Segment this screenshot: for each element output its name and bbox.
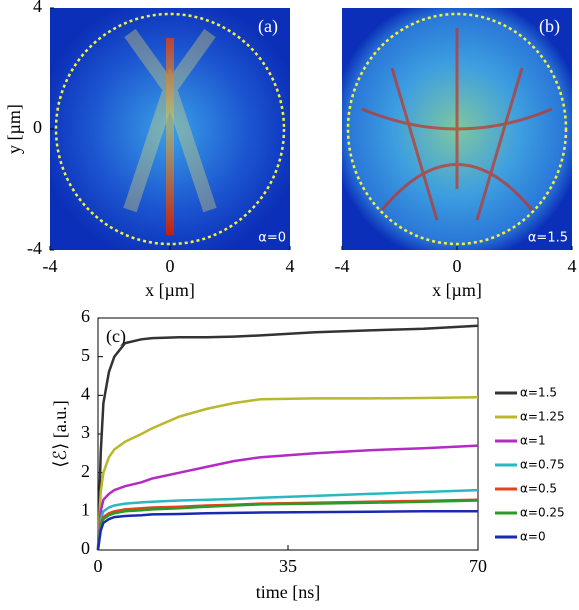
panel-annotation: α=1.5: [528, 231, 568, 246]
y-tick-label: 6: [81, 306, 90, 326]
x-axis-label: x [µm]: [145, 280, 195, 300]
panel-label: (c): [106, 326, 126, 347]
y-tick-label: 2: [81, 461, 90, 481]
y-tick-label: 5: [81, 345, 90, 365]
panel-label: (b): [539, 16, 560, 37]
series-line: [96, 444, 479, 551]
x-axis-label: x [µm]: [432, 280, 482, 300]
x-tick-label: 70: [469, 556, 487, 576]
legend-label: α=0.5: [520, 482, 557, 496]
heatmap-streak: [166, 38, 174, 235]
series-line: [96, 324, 479, 551]
legend-label: α=0: [520, 530, 546, 544]
x-tick-label: 0: [166, 256, 175, 276]
y-tick-label: 0: [81, 538, 90, 558]
x-tick-label: -4: [335, 256, 350, 276]
boundary-circle: [346, 12, 568, 246]
legend-label: α=0.75: [520, 458, 565, 472]
x-axis-label: time [ns]: [256, 582, 321, 602]
x-tick-label: -4: [43, 256, 58, 276]
x-tick-label: 0: [94, 556, 103, 576]
y-axis-label: ⟨ℰ⟩ [a.u.]: [50, 400, 70, 467]
boundary-circle: [54, 12, 286, 246]
y-tick-label: 4: [33, 0, 42, 16]
legend-label: α=1: [520, 434, 546, 448]
x-tick-label: 4: [568, 256, 577, 276]
series-line: [96, 498, 479, 551]
series-line: [96, 499, 479, 551]
y-tick-label: 4: [81, 383, 90, 403]
y-axis-label: y [µm]: [4, 104, 24, 154]
series-line: [96, 488, 479, 551]
legend-label: α=1.25: [520, 410, 565, 424]
y-tick-label: 1: [81, 499, 90, 519]
panel-annotation: α=0: [258, 231, 286, 246]
series-line: [96, 396, 479, 551]
y-tick-label: 3: [81, 422, 90, 442]
y-tick-label: 0: [33, 117, 42, 137]
x-tick-label: 0: [453, 256, 462, 276]
legend-label: α=0.25: [520, 506, 565, 520]
series-line: [96, 510, 478, 551]
x-tick-label: 4: [286, 256, 295, 276]
legend-label: α=1.5: [520, 386, 557, 400]
panel-label: (a): [258, 16, 278, 37]
y-tick-label: -4: [27, 238, 42, 258]
heatmap-pattern: [361, 28, 553, 221]
x-tick-label: 35: [279, 556, 297, 576]
